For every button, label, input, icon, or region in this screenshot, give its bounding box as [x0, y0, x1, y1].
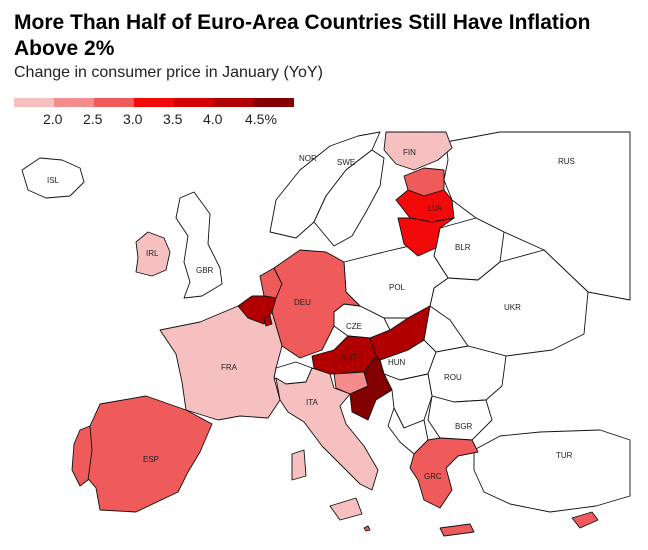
label-fra: FRA	[221, 363, 238, 372]
country-gbr	[175, 191, 223, 299]
legend-tick: 3.5	[163, 111, 183, 127]
legend-swatch-4	[134, 98, 174, 107]
legend-swatch-3	[94, 98, 134, 107]
legend-swatch-1	[14, 98, 54, 107]
color-legend: 2.0 2.5 3.0 3.5 4.0 4.5%	[14, 98, 294, 127]
label-bgr: BGR	[455, 422, 473, 431]
legend-ticks: 2.0 2.5 3.0 3.5 4.0 4.5%	[14, 111, 294, 127]
country-fra	[159, 305, 283, 421]
country-nor	[269, 131, 381, 239]
label-hun: HUN	[388, 358, 406, 367]
country-cyp	[571, 511, 599, 529]
label-lva: LVA	[428, 204, 443, 213]
legend-swatch-6	[214, 98, 254, 107]
legend-tick: 2.0	[43, 111, 63, 127]
country-ita	[275, 367, 379, 491]
label-aut: AUT	[341, 353, 357, 362]
label-irl: IRL	[146, 249, 159, 258]
label-blr: BLR	[455, 243, 471, 252]
legend-color-scale	[14, 98, 294, 107]
legend-tick: 4.0	[203, 111, 223, 127]
country-tur	[473, 429, 631, 513]
label-tur: TUR	[556, 451, 573, 460]
label-cze: CZE	[346, 322, 362, 331]
country-ltu	[397, 217, 455, 257]
country-esp	[79, 395, 213, 513]
legend-tick: 3.0	[123, 111, 143, 127]
country-hrv	[349, 355, 393, 421]
label-rus: RUS	[558, 157, 575, 166]
country-swe	[313, 149, 385, 247]
country-grc-crete	[439, 523, 475, 537]
country-mlt	[363, 525, 371, 532]
label-rou: ROU	[444, 373, 462, 382]
country-rus	[443, 131, 631, 301]
label-esp: ESP	[143, 455, 159, 464]
label-nor: NOR	[299, 154, 317, 163]
label-swe: SWE	[337, 158, 355, 167]
label-ukr: UKR	[504, 303, 521, 312]
label-pol: POL	[389, 283, 406, 292]
legend-tick: 2.5	[83, 111, 103, 127]
europe-map: ISL NOR SWE FIN RUS IRL GBR LVA BLR POL …	[21, 131, 631, 537]
chart-subtitle: Change in consumer price in January (YoY…	[14, 64, 323, 81]
country-ita-sardinia	[291, 449, 307, 481]
label-fin: FIN	[403, 148, 416, 157]
label-ita: ITA	[306, 398, 319, 407]
country-rou	[427, 345, 507, 403]
country-grc	[409, 437, 479, 509]
country-bgr	[427, 395, 493, 441]
label-gbr: GBR	[196, 266, 214, 275]
label-isl: ISL	[47, 176, 60, 185]
legend-swatch-2	[54, 98, 94, 107]
country-fin	[383, 131, 453, 171]
legend-tick: 4.5%	[245, 111, 277, 127]
chart-title: More Than Half of Euro-Area Countries St…	[14, 11, 591, 60]
label-grc: GRC	[424, 472, 442, 481]
country-irl	[135, 231, 171, 277]
label-deu: DEU	[294, 298, 311, 307]
legend-swatch-5	[174, 98, 214, 107]
country-prt	[71, 425, 93, 487]
country-deu	[271, 249, 361, 359]
country-isl	[21, 157, 85, 199]
legend-swatch-7	[254, 98, 294, 107]
country-ita-sicily	[329, 497, 363, 521]
country-lux	[263, 315, 273, 327]
